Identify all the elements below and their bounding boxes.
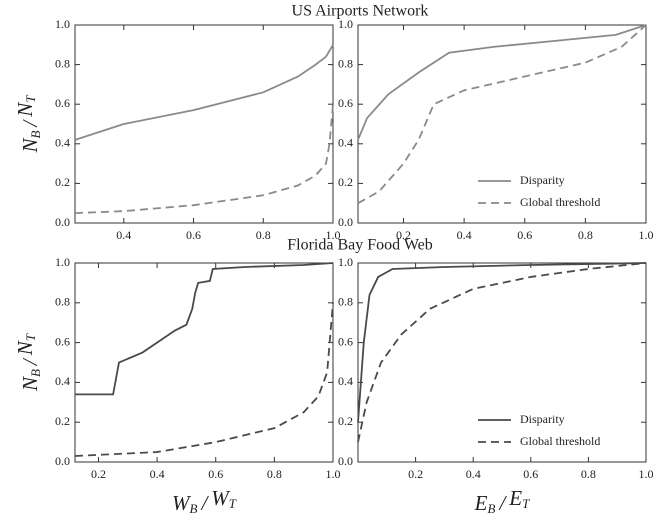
x-tick-label: 0.6 <box>517 228 532 242</box>
axis-label: NB/NT <box>13 95 43 154</box>
y-tick-label: 0.6 <box>338 96 353 110</box>
x-tick-label: 0.6 <box>208 467 223 481</box>
y-tick-label: 0.8 <box>338 56 353 70</box>
plot-frame <box>74 262 334 463</box>
y-tick-label: 1.0 <box>338 255 353 269</box>
x-tick-label: 1.0 <box>326 467 341 481</box>
y-tick-label: 1.0 <box>55 255 70 269</box>
x-tick-label: 0.2 <box>408 467 423 481</box>
y-tick-label: 0.0 <box>55 215 70 229</box>
data-line <box>357 24 647 141</box>
label-part: N <box>13 102 37 118</box>
y-tick-label: 1.0 <box>338 17 353 31</box>
y-tick-label: 0.2 <box>55 414 70 428</box>
x-tick-label: 1.0 <box>639 228 654 242</box>
data-line <box>74 104 334 214</box>
axis-label: EB / ET <box>474 486 530 516</box>
y-tick-label: 1.0 <box>55 17 70 31</box>
y-tick-label: 0.6 <box>338 334 353 348</box>
label-subscript: T <box>23 95 38 103</box>
y-tick-label: 0.2 <box>338 175 353 189</box>
x-tick-label: 0.2 <box>396 228 411 242</box>
y-tick-label: 0.0 <box>338 454 353 468</box>
x-tick-label: 0.4 <box>116 228 131 242</box>
label-subscript: B <box>28 131 43 139</box>
label-part: N <box>13 340 37 356</box>
axis-label: WB / WT <box>172 486 237 516</box>
axis-label: NB/NT <box>13 333 43 392</box>
x-tick-label: 0.4 <box>150 467 165 481</box>
x-tick-label: 0.8 <box>256 228 271 242</box>
x-tick-label: 0.4 <box>466 467 481 481</box>
x-tick-label: 1.0 <box>326 228 341 242</box>
y-tick-label: 0.6 <box>55 96 70 110</box>
data-line <box>357 262 647 443</box>
data-line <box>74 44 334 141</box>
x-tick-label: 0.8 <box>581 467 596 481</box>
label-part: E <box>474 491 488 515</box>
y-tick-label: 0.8 <box>55 56 70 70</box>
x-tick-label: 0.6 <box>186 228 201 242</box>
plot-frame <box>357 24 647 224</box>
label-subscript: T <box>229 496 237 511</box>
y-tick-label: 0.4 <box>338 374 353 388</box>
label-part: E <box>508 486 522 510</box>
label-part: / <box>18 119 42 128</box>
label-part: W <box>172 491 192 515</box>
label-part: N <box>18 138 42 154</box>
label-part: / <box>18 357 42 366</box>
legend-label: Disparity <box>520 412 565 426</box>
x-tick-label: 1.0 <box>639 467 654 481</box>
legend-label: Global threshold <box>520 434 600 448</box>
y-tick-label: 0.4 <box>338 136 353 150</box>
panel-title: US Airports Network <box>292 3 429 20</box>
x-tick-label: 0.4 <box>457 228 472 242</box>
label-part: N <box>18 376 42 392</box>
y-tick-label: 0.0 <box>55 454 70 468</box>
y-tick-label: 0.2 <box>55 175 70 189</box>
label-subscript: T <box>23 333 38 341</box>
data-line <box>75 262 334 396</box>
data-line <box>357 262 647 423</box>
panel-title: Florida Bay Food Web <box>287 237 433 254</box>
label-subscript: T <box>522 496 530 511</box>
x-tick-label: 0.2 <box>91 467 106 481</box>
y-tick-label: 0.8 <box>338 295 353 309</box>
data-line <box>74 302 334 457</box>
y-tick-label: 0.2 <box>338 414 353 428</box>
data-line <box>357 24 647 204</box>
x-tick-label: 0.8 <box>578 228 593 242</box>
y-tick-label: 0.8 <box>55 295 70 309</box>
plot-frame <box>357 262 647 463</box>
label-part: / <box>200 491 209 515</box>
legend-label: Global threshold <box>520 195 600 209</box>
plot-frame <box>74 24 334 224</box>
y-tick-label: 0.4 <box>55 374 70 388</box>
x-tick-label: 0.8 <box>267 467 282 481</box>
label-subscript: B <box>28 369 43 377</box>
label-part: / <box>498 491 507 515</box>
y-tick-label: 0.0 <box>338 215 353 229</box>
legend-label: Disparity <box>520 173 565 187</box>
x-tick-label: 0.6 <box>523 467 538 481</box>
label-part: W <box>211 486 231 510</box>
y-tick-label: 0.4 <box>55 136 70 150</box>
y-tick-label: 0.6 <box>55 334 70 348</box>
label-subscript: B <box>189 501 197 516</box>
label-subscript: B <box>487 501 495 516</box>
